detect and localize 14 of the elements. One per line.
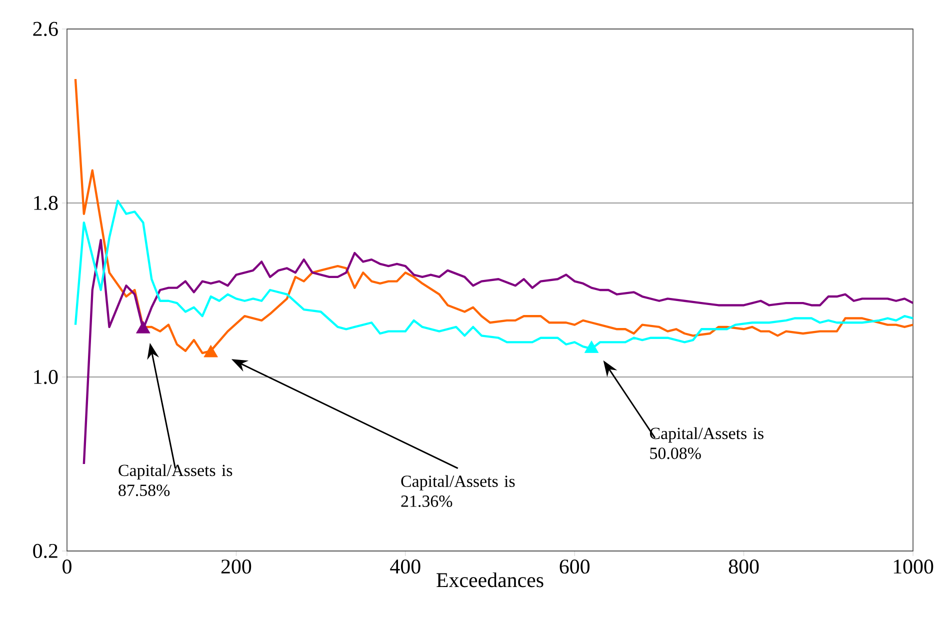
x-tick-label: 800 <box>728 560 759 574</box>
x-tick-label: 400 <box>390 560 420 574</box>
y-tick-label: 0.2 <box>33 544 58 558</box>
x-tick-label: 200 <box>221 560 252 574</box>
x-tick-label: 0 <box>62 560 72 574</box>
x-axis-title: Exceedances <box>436 572 544 588</box>
annotation: Capital/Assets is 21.36% <box>401 475 515 507</box>
y-tick-label: 2.6 <box>33 22 58 36</box>
y-tick-label: 1.8 <box>34 196 58 210</box>
annotation: Capital/Assets is 87.58% <box>118 464 232 496</box>
x-tick-label: 600 <box>560 560 590 574</box>
y-tick-label: 1.0 <box>34 370 58 384</box>
annotation: Capital/Assets is 50.08% <box>650 427 764 460</box>
x-tick-label: 1000 <box>894 560 934 574</box>
